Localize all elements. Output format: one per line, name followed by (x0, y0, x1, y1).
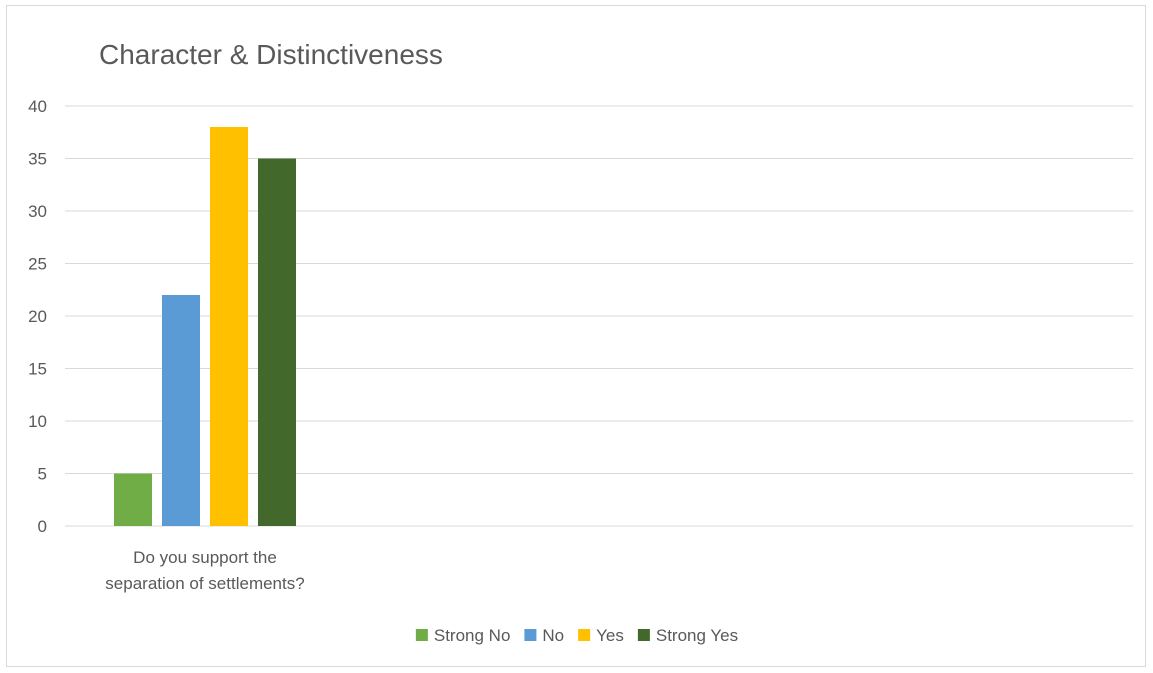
bar-no (162, 295, 200, 526)
legend-label-no: No (542, 626, 564, 645)
y-axis-ticks: 0 5 10 15 20 25 30 35 40 (28, 97, 47, 536)
legend-label-strong-no: Strong No (434, 626, 511, 645)
x-axis-categories: Do you support the separation of settleme… (105, 548, 304, 593)
y-tick-label: 0 (38, 517, 47, 536)
y-tick-label: 25 (28, 255, 47, 274)
legend-swatch-strong-no (415, 629, 428, 641)
legend-swatch-yes (578, 629, 591, 641)
y-tick-label: 15 (28, 360, 47, 379)
chart-title: Character & Distinctiveness (99, 39, 443, 70)
bar-chart: Character & Distinctiveness 0 5 10 15 20 25 30… (28, 39, 1133, 645)
y-tick-label: 20 (28, 307, 47, 326)
bar-strong-no (114, 473, 152, 526)
y-tick-label: 35 (28, 150, 47, 169)
y-tick-label: 40 (28, 97, 47, 116)
bars (114, 127, 296, 526)
bar-strong-yes (258, 158, 296, 526)
chart-frame: Character & Distinctiveness 0 5 10 15 20 25 30… (6, 5, 1146, 667)
x-category-label: Do you support the (133, 548, 277, 567)
legend: Strong No No Yes Strong Yes (415, 626, 738, 645)
legend-label-yes: Yes (596, 626, 624, 645)
legend-swatch-no (524, 629, 537, 641)
y-tick-label: 30 (28, 202, 47, 221)
y-tick-label: 10 (28, 412, 47, 431)
legend-swatch-strong-yes (637, 629, 650, 641)
legend-label-strong-yes: Strong Yes (656, 626, 738, 645)
y-tick-label: 5 (38, 465, 47, 484)
bar-yes (210, 127, 248, 526)
x-category-label: separation of settlements? (105, 574, 304, 593)
